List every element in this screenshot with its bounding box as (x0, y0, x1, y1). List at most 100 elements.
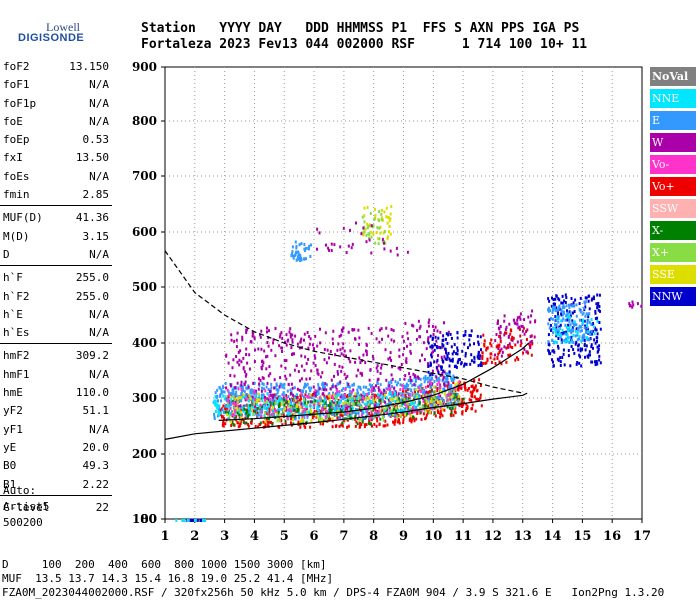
echo-point (447, 330, 450, 334)
echo-point (243, 390, 246, 394)
echo-point (431, 407, 434, 411)
echo-point (192, 519, 195, 522)
echo-point (414, 390, 416, 394)
echo-point (245, 414, 248, 418)
echo-point (436, 378, 438, 382)
echo-point (355, 221, 357, 225)
echo-point (285, 359, 288, 363)
echo-point (482, 333, 485, 337)
echo-point (587, 328, 590, 331)
echo-point (297, 370, 300, 373)
echo-point (401, 393, 404, 397)
echo-point (279, 376, 282, 380)
echo-point (310, 386, 313, 390)
echo-point (309, 404, 312, 408)
echo-point (590, 323, 593, 326)
echo-point (340, 407, 343, 411)
echo-point (268, 329, 270, 333)
echo-point (378, 210, 381, 213)
echo-point (402, 421, 405, 425)
echo-point (555, 294, 558, 298)
echo-point (470, 394, 473, 398)
echo-point (598, 321, 601, 324)
echo-point (258, 396, 260, 400)
echo-point (405, 382, 408, 386)
echo-point (418, 398, 421, 402)
echo-point (494, 362, 497, 365)
echo-point (253, 394, 256, 398)
echo-point (299, 397, 302, 401)
echo-point (433, 412, 436, 416)
echo-point (640, 304, 643, 308)
echo-point (584, 305, 587, 309)
echo-point (314, 356, 317, 360)
echo-point (479, 354, 482, 358)
echo-point (463, 364, 466, 368)
echo-point (461, 349, 464, 353)
echo-point (520, 324, 523, 328)
echo-point (564, 340, 567, 344)
echo-point (357, 368, 360, 372)
echo-point (399, 378, 401, 381)
echo-point (363, 402, 366, 406)
echo-point (297, 420, 300, 424)
echo-point (246, 410, 249, 414)
echo-point (377, 403, 380, 407)
echo-point (395, 246, 398, 250)
param-value: N/A (89, 307, 109, 321)
echo-point (379, 417, 382, 421)
echo-point (267, 415, 269, 419)
echo-point (318, 396, 321, 400)
echo-point (392, 397, 395, 401)
echo-point (245, 331, 248, 334)
echo-point (216, 388, 219, 392)
echo-point (456, 336, 459, 340)
echo-point (236, 331, 239, 335)
echo-point (376, 419, 379, 423)
echo-point (566, 318, 568, 322)
echo-point (408, 378, 411, 382)
echo-point (360, 413, 363, 417)
echo-point (227, 411, 229, 415)
echo-point (567, 349, 570, 352)
echo-point (471, 390, 474, 394)
echo-point (327, 246, 330, 250)
echo-point (584, 348, 587, 352)
echo-point (426, 376, 429, 380)
echo-point (386, 221, 389, 225)
echo-point (249, 340, 252, 343)
echo-point (586, 326, 589, 330)
echo-point (529, 340, 532, 344)
echo-point (405, 396, 408, 400)
echo-point (499, 331, 502, 335)
echo-point (427, 339, 429, 343)
echo-point (404, 359, 407, 363)
echo-point (479, 335, 482, 339)
autoscale-info: Auto: Artist5 500200 (3, 483, 49, 531)
echo-point (517, 357, 520, 361)
param-value: 255.0 (75, 271, 109, 285)
echo-point (581, 312, 584, 316)
echo-point (293, 408, 296, 412)
echo-point (572, 311, 574, 315)
echo-point (599, 309, 601, 313)
echo-point (509, 353, 512, 357)
echo-point (424, 417, 426, 421)
echo-point (241, 386, 244, 390)
echo-point (254, 410, 257, 414)
auto-program: Artist5 (3, 500, 50, 513)
echo-point (248, 406, 251, 410)
x-tick-label: 2 (190, 529, 199, 544)
echo-point (321, 399, 324, 403)
echo-point (261, 386, 263, 390)
echo-point (238, 419, 241, 423)
echo-point (554, 332, 557, 336)
echo-point (504, 328, 507, 332)
echo-point (237, 350, 240, 354)
echo-point (362, 233, 365, 237)
echo-point (419, 359, 421, 363)
echo-point (526, 328, 529, 332)
echo-point (333, 406, 336, 410)
echo-point (574, 298, 577, 302)
echo-point (291, 340, 294, 344)
